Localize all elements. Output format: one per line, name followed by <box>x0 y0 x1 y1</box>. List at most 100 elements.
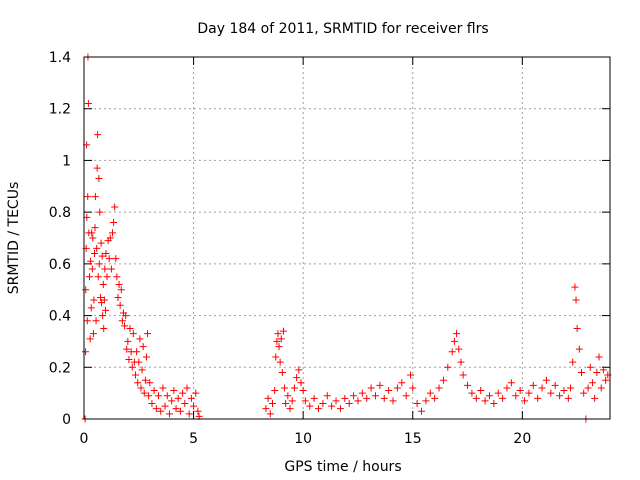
data-point <box>602 376 610 384</box>
data-point <box>332 397 340 405</box>
data-point <box>453 330 461 338</box>
data-point <box>455 345 463 353</box>
x-tick-label: 20 <box>513 431 531 447</box>
data-point <box>262 405 270 413</box>
data-point <box>142 353 150 361</box>
data-point <box>560 387 568 395</box>
data-point <box>490 399 498 407</box>
data-point <box>83 317 91 325</box>
data-point <box>84 100 92 108</box>
data-point <box>534 394 542 402</box>
data-point <box>87 257 95 265</box>
data-point <box>297 379 305 387</box>
data-point <box>113 273 121 281</box>
data-point <box>551 381 559 389</box>
data-point <box>132 371 140 379</box>
data-point <box>597 384 605 392</box>
data-point <box>266 410 274 418</box>
data-point <box>580 389 588 397</box>
data-point <box>319 399 327 407</box>
data-point <box>367 384 375 392</box>
data-point <box>422 397 430 405</box>
data-point <box>525 389 533 397</box>
data-point <box>586 363 594 371</box>
data-point <box>136 335 144 343</box>
data-point <box>385 387 393 395</box>
y-tick-label: 0.4 <box>49 309 71 325</box>
data-point <box>464 381 472 389</box>
data-point <box>264 394 272 402</box>
data-point <box>516 387 524 395</box>
data-point <box>94 131 102 139</box>
data-point <box>192 389 200 397</box>
data-point <box>95 175 103 183</box>
data-point <box>138 366 146 374</box>
data-point <box>499 394 507 402</box>
data-point <box>137 384 145 392</box>
data-point <box>301 397 309 405</box>
data-point <box>578 368 586 376</box>
data-point <box>477 387 485 395</box>
data-point <box>273 337 281 345</box>
data-point <box>380 394 388 402</box>
x-tick-label: 0 <box>80 431 89 447</box>
data-point <box>588 379 596 387</box>
data-point <box>575 345 583 353</box>
data-point <box>310 394 318 402</box>
data-point <box>472 394 480 402</box>
y-tick-label: 1.4 <box>49 50 71 66</box>
data-point <box>398 379 406 387</box>
data-point <box>274 330 282 338</box>
data-point <box>97 239 105 247</box>
data-point <box>183 384 191 392</box>
data-point <box>276 358 284 366</box>
data-point <box>124 337 132 345</box>
data-point <box>481 397 489 405</box>
x-tick-label: 15 <box>404 431 422 447</box>
data-point <box>341 394 349 402</box>
data-point <box>571 283 579 291</box>
data-point <box>358 389 366 397</box>
data-point <box>187 394 195 402</box>
data-point <box>194 407 202 415</box>
data-point <box>86 335 94 343</box>
data-point <box>122 312 130 320</box>
data-point <box>275 343 283 351</box>
data-point <box>286 405 294 413</box>
y-tick-label: 0.8 <box>49 205 71 221</box>
data-point <box>111 203 119 211</box>
data-point <box>100 296 108 304</box>
data-point <box>165 410 173 418</box>
grid-lines <box>84 57 610 419</box>
data-point <box>293 374 301 382</box>
data-point <box>350 392 358 400</box>
data-point <box>148 399 156 407</box>
data-point <box>507 379 515 387</box>
data-point <box>128 363 136 371</box>
data-point <box>295 366 303 374</box>
data-point <box>139 343 147 351</box>
data-point <box>112 255 120 263</box>
data-point <box>435 384 443 392</box>
data-point <box>159 384 167 392</box>
data-point <box>91 250 99 258</box>
data-point <box>155 392 163 400</box>
data-point <box>376 381 384 389</box>
data-points <box>81 53 612 423</box>
data-point <box>157 407 165 415</box>
data-point <box>101 265 109 273</box>
data-point <box>174 394 182 402</box>
data-point <box>494 389 502 397</box>
data-point <box>389 397 397 405</box>
data-point <box>542 376 550 384</box>
y-tick-label: 1 <box>62 153 71 169</box>
y-tick-label: 0.6 <box>49 257 71 273</box>
data-point <box>595 353 603 361</box>
data-point <box>145 392 153 400</box>
data-point <box>547 389 555 397</box>
data-point <box>87 304 95 312</box>
data-point <box>101 306 109 314</box>
data-point <box>279 327 287 335</box>
data-point <box>288 397 296 405</box>
data-point <box>83 213 91 221</box>
